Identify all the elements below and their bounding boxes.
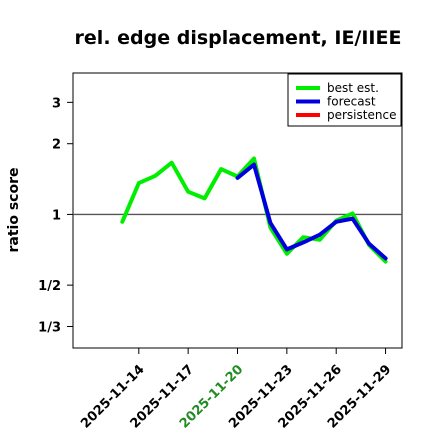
legend-label: forecast: [327, 95, 376, 109]
y-tick-label: 3: [52, 96, 61, 111]
y-tick-label: 1/2: [38, 279, 61, 294]
series-line-forecast: [235, 162, 388, 261]
series-line-best-est: [120, 156, 388, 264]
x-ticks: 2025-11-142025-11-172025-11-202025-11-23…: [78, 348, 394, 432]
y-axis-label: ratio score: [6, 168, 22, 253]
y-ticks: 3 2 1 1/2 1/3: [38, 96, 73, 336]
y-tick-label: 2: [52, 138, 61, 153]
y-tick-label: 1: [52, 208, 61, 223]
legend-label: persistence: [327, 108, 396, 122]
legend-label: best est.: [327, 81, 379, 95]
series-lines: [120, 156, 388, 264]
chart-title: rel. edge displacement, IE/IIEE: [75, 27, 402, 49]
y-tick-label: 1/3: [38, 321, 61, 336]
